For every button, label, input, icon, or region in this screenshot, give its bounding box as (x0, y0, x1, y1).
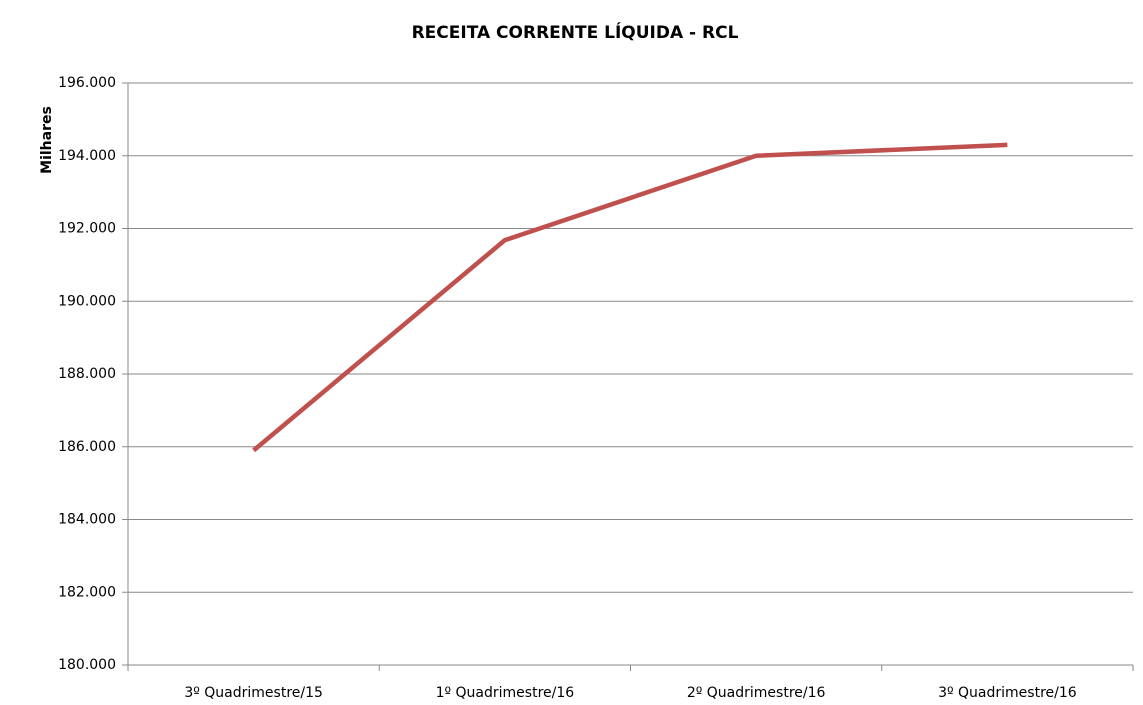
y-tick-label: 190.000 (58, 293, 116, 309)
y-tick-label: 196.000 (58, 75, 116, 91)
y-tick-label: 184.000 (58, 512, 116, 528)
y-tick-label: 194.000 (58, 148, 116, 164)
y-tick-label: 188.000 (58, 366, 116, 382)
x-tick-label: 2º Quadrimestre/16 (687, 685, 826, 701)
y-tick-label: 180.000 (58, 657, 116, 673)
y-tick-label: 182.000 (58, 584, 116, 600)
x-tick-label: 3º Quadrimestre/15 (184, 685, 323, 701)
y-tick-label: 186.000 (58, 439, 116, 455)
y-tick-label: 192.000 (58, 221, 116, 237)
line-series (252, 142, 1008, 453)
x-tick-label: 1º Quadrimestre/16 (436, 685, 575, 701)
x-tick-label: 3º Quadrimestre/16 (938, 685, 1077, 701)
y-axis-label: Milhares (39, 106, 55, 174)
chart-title: RECEITA CORRENTE LÍQUIDA - RCL (412, 21, 739, 43)
